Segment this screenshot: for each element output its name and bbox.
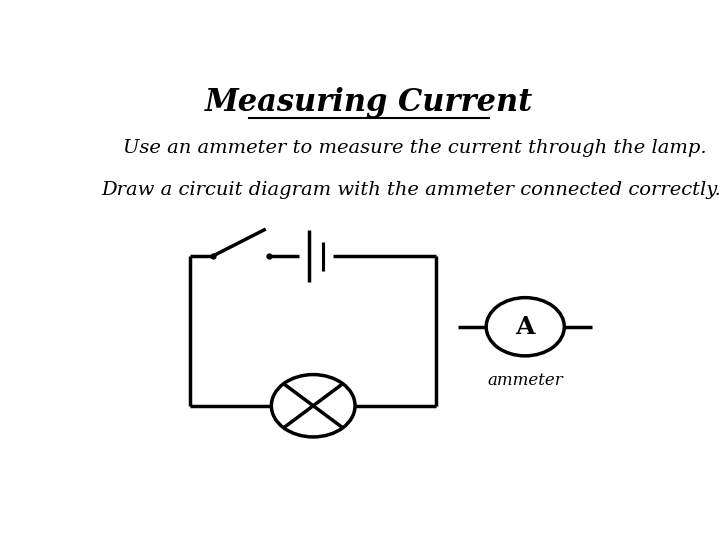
Text: Measuring Current: Measuring Current bbox=[205, 87, 533, 118]
Text: Draw a circuit diagram with the ammeter connected correctly.: Draw a circuit diagram with the ammeter … bbox=[101, 180, 720, 199]
Text: A: A bbox=[516, 315, 535, 339]
Text: Use an ammeter to measure the current through the lamp.: Use an ammeter to measure the current th… bbox=[124, 139, 707, 157]
Text: ammeter: ammeter bbox=[487, 373, 563, 389]
